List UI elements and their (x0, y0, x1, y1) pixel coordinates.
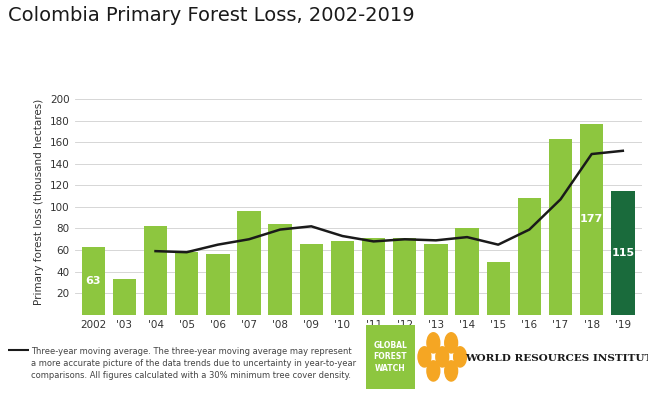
Bar (393, 238, 417, 315)
Bar (113, 279, 136, 315)
Bar (487, 262, 510, 315)
Bar (268, 224, 292, 315)
Text: 177: 177 (580, 214, 603, 224)
Bar (82, 247, 105, 315)
Bar (580, 124, 603, 315)
Circle shape (427, 361, 440, 381)
Circle shape (445, 361, 457, 381)
Bar (175, 252, 198, 315)
Circle shape (445, 333, 457, 353)
Bar (206, 254, 229, 315)
Text: GLOBAL
FOREST
WATCH: GLOBAL FOREST WATCH (373, 340, 408, 373)
Bar (456, 229, 479, 315)
Bar (237, 211, 260, 315)
Circle shape (454, 347, 467, 367)
Text: Colombia Primary Forest Loss, 2002-2019: Colombia Primary Forest Loss, 2002-2019 (8, 6, 415, 25)
Circle shape (427, 333, 440, 353)
Bar (330, 241, 354, 315)
Bar (424, 243, 448, 315)
Text: Three-year moving average. The three-year moving average may represent
a more ac: Three-year moving average. The three-yea… (31, 347, 356, 380)
Bar (299, 243, 323, 315)
Text: WORLD RESOURCES INSTITUTE: WORLD RESOURCES INSTITUTE (465, 354, 648, 363)
Bar (362, 238, 386, 315)
Text: 63: 63 (86, 276, 101, 286)
Bar (518, 198, 541, 315)
Text: 115: 115 (611, 248, 634, 258)
Circle shape (436, 347, 448, 367)
Circle shape (418, 347, 431, 367)
Bar (549, 139, 572, 315)
Y-axis label: Primary forest loss (thousand hectares): Primary forest loss (thousand hectares) (34, 98, 44, 305)
Bar (611, 191, 634, 315)
Bar (144, 226, 167, 315)
